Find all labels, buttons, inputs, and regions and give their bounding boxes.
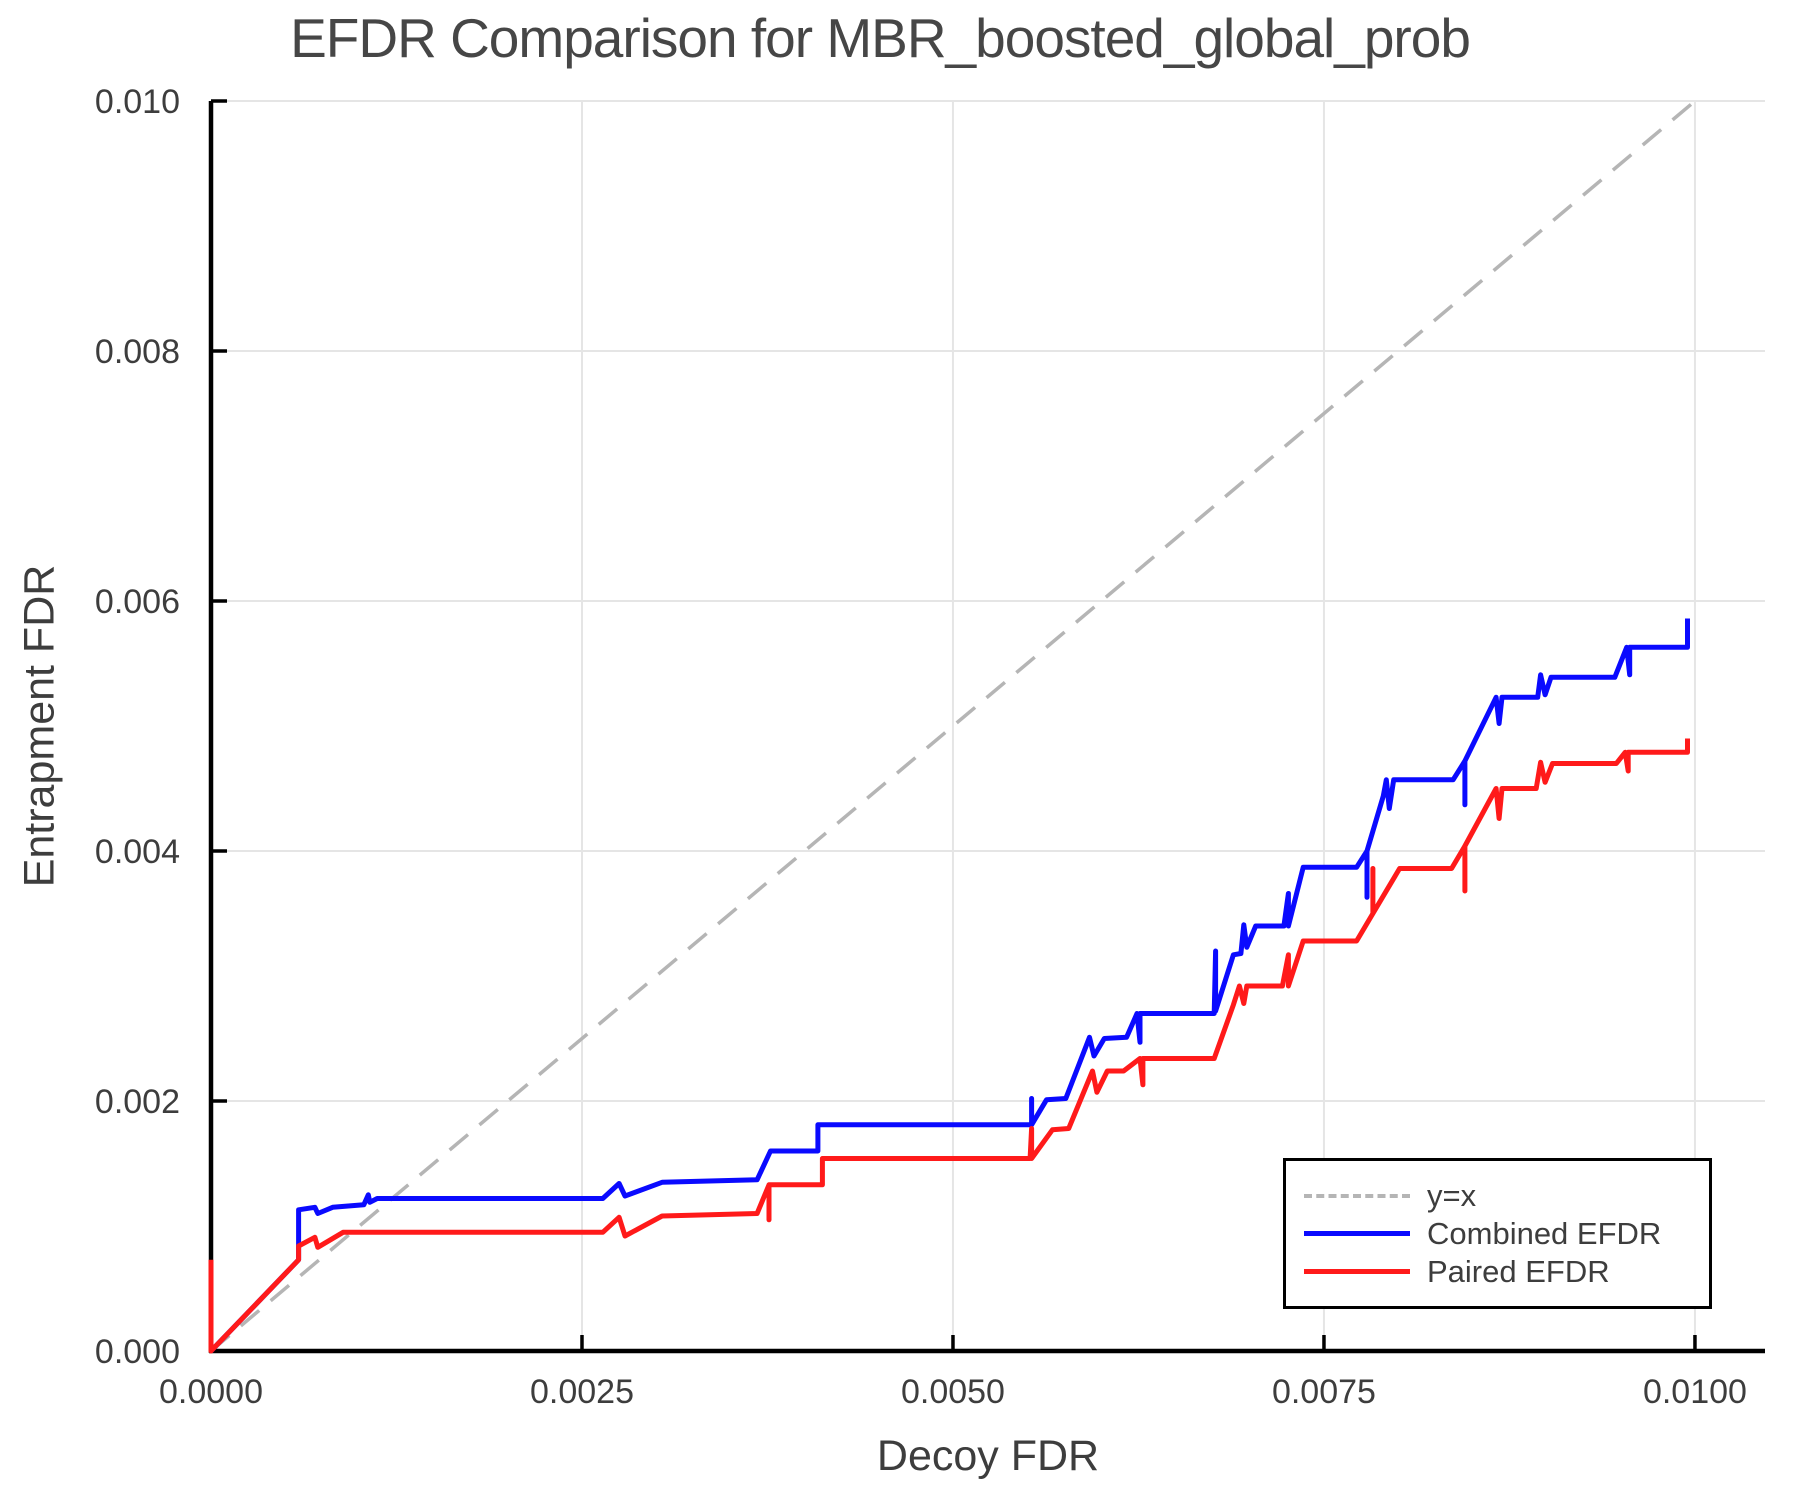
x-tick-labels: 0.0000 0.0025 0.0050 0.0075 0.0100: [159, 1373, 1747, 1411]
y-axis-label: Entrapment FDR: [15, 564, 64, 888]
y-tick-labels: 0.000 0.002 0.004 0.006 0.008 0.010: [95, 83, 180, 1371]
legend-item-yx: y=x: [1304, 1180, 1709, 1211]
legend-label: Paired EFDR: [1427, 1254, 1610, 1289]
paired-line-sample: [1304, 1269, 1410, 1274]
legend-label: y=x: [1427, 1178, 1477, 1213]
svg-text:0.000: 0.000: [95, 1333, 180, 1371]
svg-text:0.0100: 0.0100: [1643, 1373, 1747, 1411]
series-lines: [208, 99, 1697, 1354]
svg-text:0.008: 0.008: [95, 333, 180, 371]
x-axis-label: Decoy FDR: [876, 1432, 1100, 1480]
gridlines: [211, 100, 1765, 1351]
legend-box: y=x Combined EFDR Paired EFDR: [1283, 1158, 1712, 1309]
axis-spines: [208, 101, 1765, 1354]
svg-text:0.004: 0.004: [95, 833, 180, 871]
chart-title: EFDR Comparison for MBR_boosted_global_p…: [290, 7, 1471, 69]
svg-text:0.010: 0.010: [95, 83, 180, 121]
yx-line-sample: [1304, 1193, 1410, 1198]
svg-text:0.0075: 0.0075: [1272, 1373, 1376, 1411]
svg-text:0.0000: 0.0000: [159, 1373, 263, 1411]
legend-label: Combined EFDR: [1427, 1216, 1662, 1251]
svg-text:0.0050: 0.0050: [901, 1373, 1005, 1411]
svg-text:0.002: 0.002: [95, 1083, 180, 1121]
legend-item-combined: Combined EFDR: [1304, 1218, 1709, 1249]
svg-text:0.0025: 0.0025: [530, 1373, 634, 1411]
legend-item-paired: Paired EFDR: [1304, 1256, 1709, 1287]
svg-text:0.006: 0.006: [95, 583, 180, 621]
combined-line-sample: [1304, 1231, 1410, 1236]
